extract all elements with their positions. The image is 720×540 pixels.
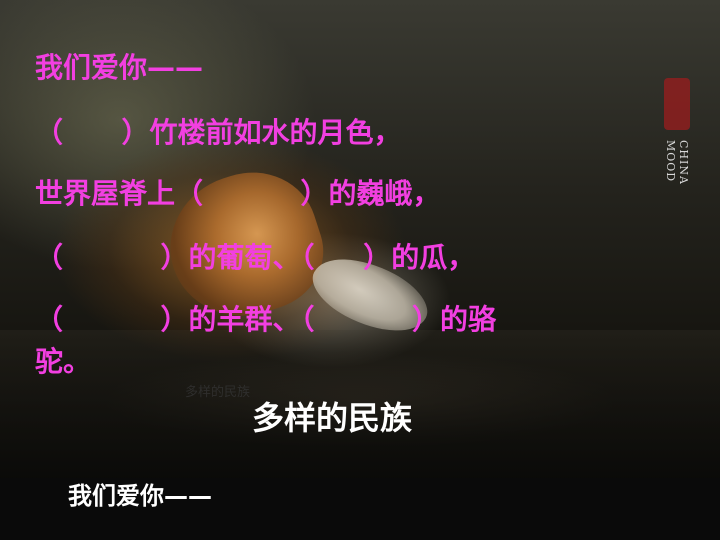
seal-stamp-icon: [664, 78, 690, 130]
poem-line-2: （ ）竹楼前如水的月色，: [35, 116, 402, 149]
caption-shadow-text: 多样的民族: [185, 385, 251, 400]
table-reflection: [0, 330, 720, 480]
poem-line-6: 驼。: [35, 345, 92, 378]
poem-line-1: 我们爱你——: [35, 51, 204, 84]
bottom-band: [0, 478, 720, 540]
brand-watermark: CHINA MOOD: [664, 140, 690, 185]
poem-line-5: （ ）的羊群、（ ）的骆: [35, 303, 496, 336]
poem-line-4: （ ）的葡萄、（ ）的瓜，: [35, 241, 476, 274]
poem-line-3: 世界屋脊上（ ）的巍峨，: [35, 177, 441, 210]
caption-title: 多样的民族: [252, 399, 413, 437]
footer-text: 我们爱你——: [68, 482, 212, 510]
